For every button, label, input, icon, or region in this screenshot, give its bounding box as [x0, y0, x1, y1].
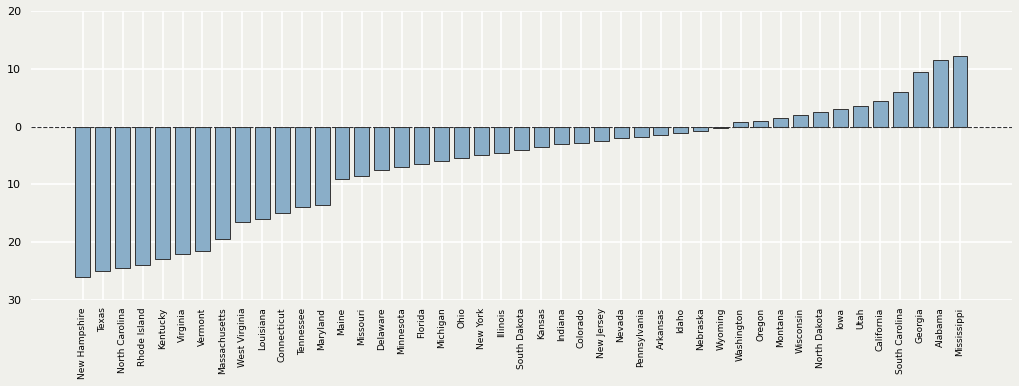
Bar — [234, 127, 250, 222]
Bar — [713, 127, 729, 128]
Bar — [932, 60, 948, 127]
Bar — [175, 127, 190, 254]
Bar — [355, 127, 370, 176]
Bar — [872, 100, 888, 127]
Bar — [434, 127, 449, 161]
Bar — [136, 127, 150, 265]
Bar — [813, 112, 827, 127]
Bar — [195, 127, 210, 251]
Bar — [613, 127, 629, 138]
Bar — [334, 127, 350, 179]
Bar — [893, 92, 908, 127]
Bar — [294, 127, 310, 207]
Bar — [534, 127, 549, 147]
Bar — [275, 127, 289, 213]
Bar — [394, 127, 410, 167]
Bar — [734, 122, 748, 127]
Bar — [553, 127, 569, 144]
Bar — [155, 127, 170, 259]
Bar — [594, 127, 608, 141]
Bar — [255, 127, 270, 219]
Bar — [833, 109, 848, 127]
Bar — [415, 127, 429, 164]
Bar — [913, 72, 927, 127]
Bar — [693, 127, 708, 131]
Bar — [773, 118, 788, 127]
Bar — [454, 127, 469, 158]
Bar — [653, 127, 668, 135]
Bar — [75, 127, 91, 277]
Bar — [374, 127, 389, 170]
Bar — [115, 127, 130, 268]
Bar — [474, 127, 489, 156]
Bar — [494, 127, 508, 152]
Bar — [853, 106, 868, 127]
Bar — [753, 121, 768, 127]
Bar — [634, 127, 648, 137]
Bar — [953, 56, 967, 127]
Bar — [215, 127, 230, 239]
Bar — [674, 127, 689, 134]
Bar — [514, 127, 529, 150]
Bar — [315, 127, 329, 205]
Bar — [574, 127, 589, 143]
Bar — [793, 115, 808, 127]
Bar — [96, 127, 110, 271]
